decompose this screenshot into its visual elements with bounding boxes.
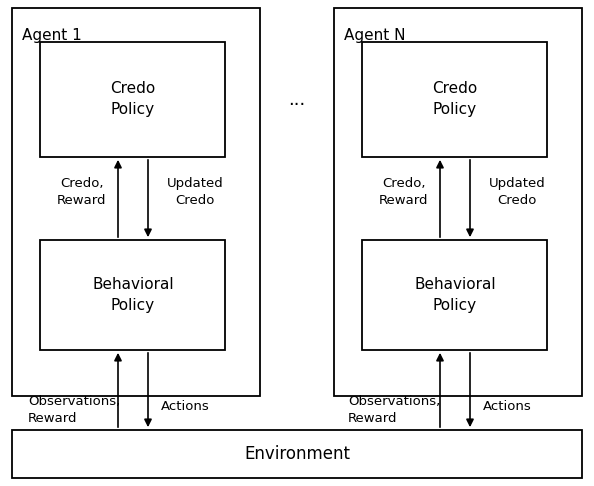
Text: Behavioral
Policy: Behavioral Policy: [92, 277, 174, 313]
Text: Updated
Credo: Updated Credo: [167, 177, 223, 207]
Text: Observations,
Reward: Observations, Reward: [348, 395, 440, 425]
Text: Credo,
Reward: Credo, Reward: [57, 177, 107, 207]
Bar: [362, 42, 547, 157]
Bar: [334, 8, 582, 396]
Text: Credo
Policy: Credo Policy: [432, 81, 478, 117]
Text: Behavioral
Policy: Behavioral Policy: [414, 277, 496, 313]
Bar: [40, 42, 225, 157]
Bar: [12, 8, 260, 396]
Text: Actions: Actions: [482, 399, 532, 413]
Text: ...: ...: [288, 91, 306, 109]
Text: Agent 1: Agent 1: [22, 28, 82, 43]
Text: Observations,
Reward: Observations, Reward: [28, 395, 120, 425]
Text: Credo,
Reward: Credo, Reward: [379, 177, 429, 207]
Bar: [12, 430, 582, 478]
Text: Actions: Actions: [160, 399, 209, 413]
Text: Credo
Policy: Credo Policy: [110, 81, 156, 117]
Text: Updated
Credo: Updated Credo: [489, 177, 545, 207]
Bar: [362, 240, 547, 350]
Text: Environment: Environment: [244, 445, 350, 463]
Bar: [40, 240, 225, 350]
Text: Agent N: Agent N: [344, 28, 406, 43]
